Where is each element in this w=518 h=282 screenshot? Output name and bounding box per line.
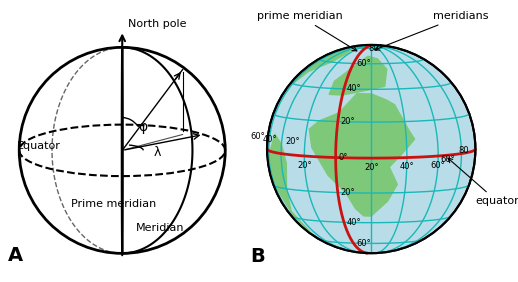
Text: 40°: 40° [347, 84, 362, 93]
Text: Meridian: Meridian [136, 223, 185, 233]
Text: φ: φ [138, 120, 148, 134]
Text: 40°: 40° [399, 162, 414, 171]
Text: 40°: 40° [347, 218, 362, 227]
Text: North pole: North pole [128, 19, 186, 29]
Text: 20°: 20° [364, 163, 379, 172]
Text: A: A [8, 246, 23, 265]
Text: Equator: Equator [17, 141, 61, 151]
Text: meridians: meridians [375, 11, 488, 50]
Text: prime meridian: prime meridian [257, 11, 357, 51]
Text: 0°: 0° [338, 153, 348, 162]
Text: 60°: 60° [440, 155, 455, 164]
Text: 60°: 60° [431, 161, 445, 170]
Text: λ: λ [154, 146, 162, 159]
Text: equator: equator [448, 158, 518, 206]
Text: 80: 80 [458, 146, 469, 155]
Text: 60°: 60° [356, 59, 371, 68]
Text: 40°: 40° [263, 135, 277, 144]
Polygon shape [329, 56, 387, 95]
Text: 20°: 20° [341, 188, 355, 197]
Text: 60°: 60° [356, 239, 371, 248]
Text: 60°: 60° [250, 132, 265, 141]
Text: 20°: 20° [341, 117, 355, 126]
Polygon shape [286, 50, 351, 90]
Text: 20°: 20° [285, 137, 300, 146]
Polygon shape [268, 134, 312, 235]
Text: 20°: 20° [297, 161, 312, 170]
Text: 80°: 80° [368, 44, 383, 53]
Text: B: B [250, 247, 265, 266]
Text: Prime meridian: Prime meridian [71, 199, 156, 209]
Polygon shape [309, 94, 414, 216]
Ellipse shape [267, 45, 476, 253]
